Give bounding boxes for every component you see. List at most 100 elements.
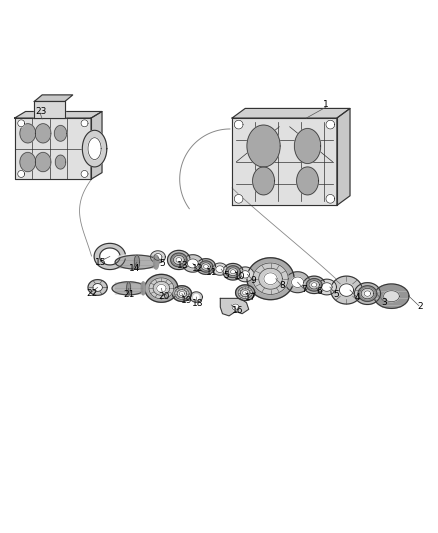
Polygon shape <box>212 263 227 275</box>
Polygon shape <box>141 282 145 295</box>
Polygon shape <box>134 255 140 269</box>
Polygon shape <box>326 120 335 129</box>
Polygon shape <box>238 287 252 298</box>
Polygon shape <box>303 276 325 294</box>
Text: 7: 7 <box>301 285 307 294</box>
Polygon shape <box>182 255 203 272</box>
Polygon shape <box>175 288 189 300</box>
Polygon shape <box>253 167 275 195</box>
Polygon shape <box>151 251 165 263</box>
Text: 6: 6 <box>317 287 322 296</box>
Polygon shape <box>223 263 243 280</box>
Polygon shape <box>94 244 125 270</box>
Polygon shape <box>88 280 107 295</box>
Polygon shape <box>190 292 202 302</box>
Polygon shape <box>311 282 317 287</box>
Polygon shape <box>55 155 66 169</box>
Polygon shape <box>247 258 294 300</box>
Polygon shape <box>172 286 191 302</box>
Polygon shape <box>253 263 288 294</box>
Polygon shape <box>321 282 332 292</box>
Polygon shape <box>187 259 198 268</box>
Polygon shape <box>153 281 170 295</box>
Polygon shape <box>361 288 374 299</box>
Polygon shape <box>241 271 250 278</box>
Polygon shape <box>127 282 131 295</box>
Text: 18: 18 <box>192 299 204 308</box>
Text: 17: 17 <box>245 294 256 302</box>
Polygon shape <box>236 285 255 301</box>
Polygon shape <box>297 167 318 195</box>
Polygon shape <box>20 124 35 143</box>
Polygon shape <box>81 171 88 177</box>
Polygon shape <box>54 125 67 141</box>
Polygon shape <box>91 111 102 179</box>
Polygon shape <box>364 291 371 296</box>
Polygon shape <box>18 171 25 177</box>
Polygon shape <box>216 266 224 272</box>
Polygon shape <box>240 289 250 297</box>
Polygon shape <box>93 284 102 292</box>
Polygon shape <box>228 268 238 276</box>
Polygon shape <box>237 267 254 282</box>
Polygon shape <box>232 118 337 205</box>
Text: 11: 11 <box>206 268 218 277</box>
Polygon shape <box>232 304 239 310</box>
Polygon shape <box>35 152 51 172</box>
Polygon shape <box>234 195 243 203</box>
Polygon shape <box>243 290 248 295</box>
Polygon shape <box>115 255 159 269</box>
Polygon shape <box>337 108 350 205</box>
Polygon shape <box>247 125 280 167</box>
Text: 8: 8 <box>279 281 285 290</box>
Polygon shape <box>294 128 321 164</box>
Polygon shape <box>199 261 213 272</box>
Polygon shape <box>177 289 187 297</box>
Text: 10: 10 <box>234 272 246 281</box>
Text: 13: 13 <box>177 261 189 270</box>
Text: 9: 9 <box>250 276 256 285</box>
Polygon shape <box>384 290 399 302</box>
Polygon shape <box>179 292 184 296</box>
Polygon shape <box>339 284 353 296</box>
Polygon shape <box>232 108 350 118</box>
Polygon shape <box>154 254 162 260</box>
Polygon shape <box>173 255 184 264</box>
Text: 5: 5 <box>159 259 165 268</box>
Polygon shape <box>167 251 190 270</box>
Polygon shape <box>34 101 65 118</box>
Polygon shape <box>176 257 182 262</box>
Polygon shape <box>194 294 199 300</box>
Polygon shape <box>234 120 243 129</box>
Text: 23: 23 <box>35 107 46 116</box>
Polygon shape <box>354 282 381 304</box>
Text: 5: 5 <box>223 271 229 280</box>
Polygon shape <box>374 284 409 309</box>
Text: 16: 16 <box>232 305 243 314</box>
Polygon shape <box>81 120 88 127</box>
Polygon shape <box>14 111 102 118</box>
Polygon shape <box>331 276 362 304</box>
Polygon shape <box>112 282 145 295</box>
Polygon shape <box>20 152 35 172</box>
Text: 22: 22 <box>86 289 97 298</box>
Polygon shape <box>264 273 277 285</box>
Polygon shape <box>291 277 304 287</box>
Text: 1: 1 <box>323 100 329 109</box>
Text: 15: 15 <box>95 257 107 266</box>
Polygon shape <box>309 281 319 289</box>
Polygon shape <box>196 259 215 274</box>
Polygon shape <box>34 95 73 101</box>
Polygon shape <box>171 253 187 267</box>
Polygon shape <box>201 263 211 270</box>
Polygon shape <box>259 268 283 289</box>
Polygon shape <box>306 279 322 291</box>
Polygon shape <box>145 274 178 302</box>
Text: 12: 12 <box>192 264 204 273</box>
Text: 20: 20 <box>158 292 170 301</box>
Polygon shape <box>317 279 336 295</box>
Text: 14: 14 <box>129 264 140 273</box>
Text: 2: 2 <box>417 302 423 311</box>
Polygon shape <box>88 138 101 159</box>
Polygon shape <box>358 286 377 302</box>
